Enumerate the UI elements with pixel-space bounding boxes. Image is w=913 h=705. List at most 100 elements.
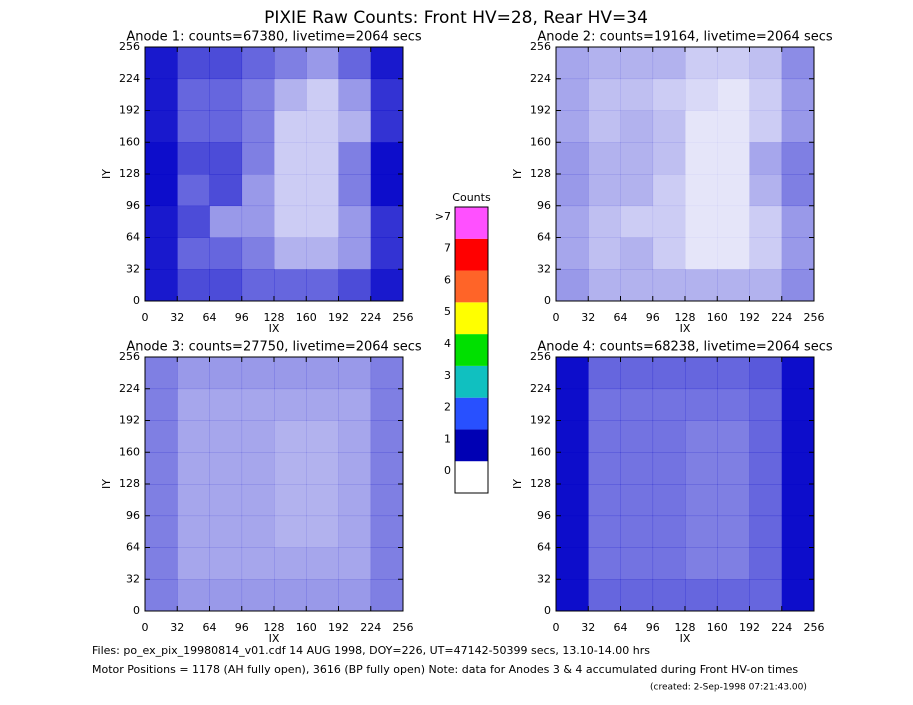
heat-cell — [370, 142, 404, 175]
colorbar-swatch — [455, 461, 488, 493]
y-tick-label: 0 — [133, 294, 140, 307]
heat-cell — [241, 142, 275, 175]
heat-cell — [145, 237, 178, 270]
heat-cell — [749, 47, 783, 80]
y-tick-label: 96 — [537, 199, 551, 212]
heat-cell — [749, 547, 783, 580]
heat-cell — [685, 452, 718, 485]
heat-cell — [717, 452, 750, 485]
heat-cell — [685, 357, 718, 390]
heat-cell — [749, 142, 783, 175]
heat-cell — [145, 357, 178, 390]
x-tick-label: 64 — [614, 311, 628, 324]
heat-cell — [338, 579, 372, 612]
heat-cell — [274, 357, 307, 390]
x-tick-label: 0 — [553, 311, 560, 324]
colorbar-label: 5 — [444, 305, 451, 318]
x-tick-label: 224 — [771, 311, 792, 324]
heat-cell — [749, 237, 783, 270]
heat-cell — [177, 484, 210, 517]
heat-cell — [556, 174, 589, 207]
x-tick-label: 96 — [235, 621, 249, 634]
heat-cell — [209, 547, 243, 580]
x-axis-label: IX — [680, 322, 691, 335]
heat-cell — [306, 110, 339, 143]
heat-cell — [717, 142, 750, 175]
y-tick-label: 32 — [126, 262, 140, 275]
x-axis-label: IX — [680, 632, 691, 645]
x-tick-label: 224 — [360, 311, 381, 324]
heat-cell — [338, 515, 372, 548]
heat-cell — [717, 484, 750, 517]
panel-title: Anode 3: counts=27750, livetime=2064 sec… — [126, 340, 422, 355]
heat-cell — [749, 484, 783, 517]
heat-cell — [241, 174, 275, 207]
panel-title: Anode 1: counts=67380, livetime=2064 sec… — [126, 30, 422, 45]
heat-cell — [274, 205, 307, 238]
heat-cell — [685, 269, 718, 302]
heat-cell — [588, 47, 621, 80]
heat-cell — [274, 484, 307, 517]
heat-cell — [338, 420, 372, 453]
colorbar-swatch — [455, 270, 488, 303]
heat-cell — [588, 237, 621, 270]
heat-cell — [177, 78, 210, 111]
x-tick-label: 96 — [646, 311, 660, 324]
heat-cell — [717, 78, 750, 111]
colorbar-swatch — [455, 397, 488, 430]
heat-cell — [177, 420, 210, 453]
heat-cell — [241, 388, 275, 421]
x-tick-label: 224 — [360, 621, 381, 634]
heat-cell — [209, 47, 243, 80]
colorbar-swatch — [455, 238, 488, 271]
heat-cell — [306, 142, 339, 175]
heat-cell — [781, 484, 815, 517]
heat-cell — [241, 269, 275, 302]
heat-cell — [652, 47, 686, 80]
heat-cell — [588, 452, 621, 485]
heat-cell — [556, 237, 589, 270]
x-tick-label: 128 — [264, 311, 285, 324]
heat-cell — [556, 357, 589, 390]
heat-cell — [556, 420, 589, 453]
heat-cell — [306, 547, 339, 580]
heat-cell — [652, 142, 686, 175]
heat-cell — [781, 547, 815, 580]
heat-cell — [620, 515, 654, 548]
x-tick-label: 256 — [804, 621, 825, 634]
heat-cell — [241, 110, 275, 143]
y-tick-label: 0 — [133, 604, 140, 617]
heat-cell — [556, 547, 589, 580]
heat-cell — [717, 237, 750, 270]
heat-cell — [338, 237, 372, 270]
heat-cell — [685, 142, 718, 175]
heat-cell — [781, 452, 815, 485]
heat-cell — [370, 484, 404, 517]
y-tick-label: 192 — [119, 104, 140, 117]
heat-cell — [209, 420, 243, 453]
y-axis-label: IY — [100, 479, 113, 489]
y-tick-label: 192 — [530, 104, 551, 117]
heat-cell — [370, 110, 404, 143]
heat-cell — [620, 579, 654, 612]
heat-cell — [306, 47, 339, 80]
heat-cell — [241, 547, 275, 580]
panel-title: Anode 2: counts=19164, livetime=2064 sec… — [537, 30, 833, 45]
colorbar-swatch — [455, 429, 488, 462]
x-tick-label: 192 — [739, 621, 760, 634]
heat-cell — [685, 420, 718, 453]
x-tick-label: 192 — [328, 621, 349, 634]
heat-cell — [145, 388, 178, 421]
heat-cell — [652, 357, 686, 390]
heat-cell — [306, 515, 339, 548]
heat-cell — [717, 547, 750, 580]
colorbar-swatch — [455, 207, 488, 239]
heat-cell — [177, 47, 210, 80]
x-tick-label: 32 — [581, 311, 595, 324]
colorbar-label: 4 — [444, 337, 451, 350]
x-tick-label: 160 — [707, 621, 728, 634]
heat-cell — [306, 484, 339, 517]
heat-cell — [145, 515, 178, 548]
heat-cell — [177, 174, 210, 207]
colorbar-swatch — [455, 365, 488, 398]
